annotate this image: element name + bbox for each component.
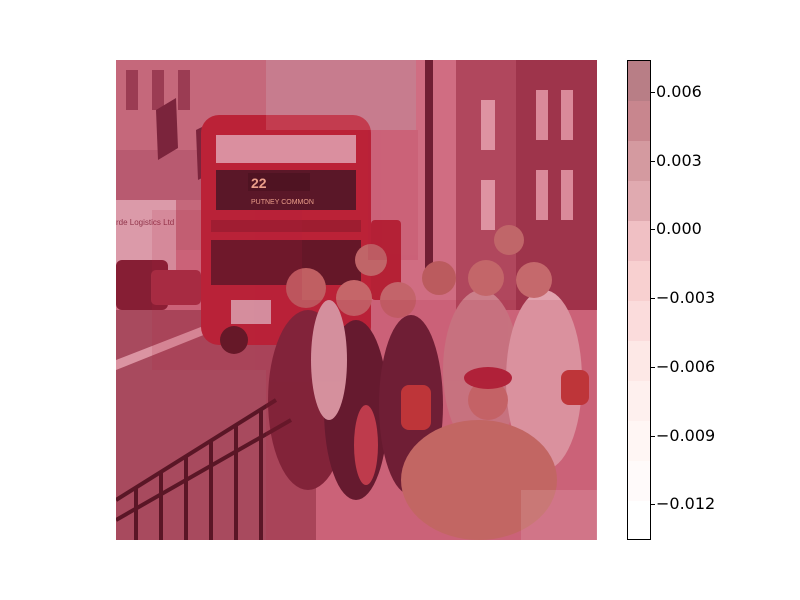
colorbar-tick-label: 0.006	[656, 82, 702, 101]
colorbar	[627, 60, 651, 540]
colorbar-tick-mark	[651, 160, 655, 162]
colorbar-segment	[628, 141, 650, 182]
colorbar-segment	[628, 381, 650, 422]
colorbar-segment	[628, 181, 650, 222]
colorbar-segment	[628, 461, 650, 502]
truck-text: rde Logistics Ltd	[116, 218, 174, 227]
colorbar-segment	[628, 341, 650, 382]
colorbar-tick-label: −0.006	[656, 356, 716, 376]
bus-destination: PUTNEY COMMON	[251, 199, 314, 206]
colorbar-segment	[628, 261, 650, 302]
railing	[116, 398, 292, 540]
colorbar-segment	[628, 501, 650, 539]
car	[151, 270, 201, 305]
colorbar-tick-mark	[651, 229, 655, 231]
flag-icon	[156, 98, 178, 160]
heatmap-photo: rde Logistics Ltd 22 PUTNEY COMMON	[116, 60, 597, 540]
colorbar-tick-mark	[651, 92, 655, 93]
colorbar-tick-label: 0.000	[656, 219, 702, 239]
colorbar-tick-label: −0.003	[656, 288, 716, 308]
colorbar-segment	[628, 301, 650, 342]
colorbar-segment	[628, 421, 650, 462]
colorbar-segment	[628, 61, 650, 102]
colorbar-tick-label: −0.012	[656, 494, 716, 514]
colorbar-tick-label: 0.003	[656, 150, 702, 170]
group-of-people	[268, 225, 589, 540]
bus-route-number: 22	[251, 175, 267, 191]
colorbar-segment	[628, 221, 650, 262]
colorbar-tick-mark	[651, 366, 655, 368]
colorbar-tick-mark	[651, 298, 655, 300]
colorbar-tick-mark	[651, 504, 655, 506]
heatmap-overlay	[116, 60, 597, 540]
colorbar-tick-label: −0.009	[656, 425, 716, 445]
colorbar-tick-mark	[651, 435, 655, 437]
colorbar-segment	[628, 101, 650, 142]
